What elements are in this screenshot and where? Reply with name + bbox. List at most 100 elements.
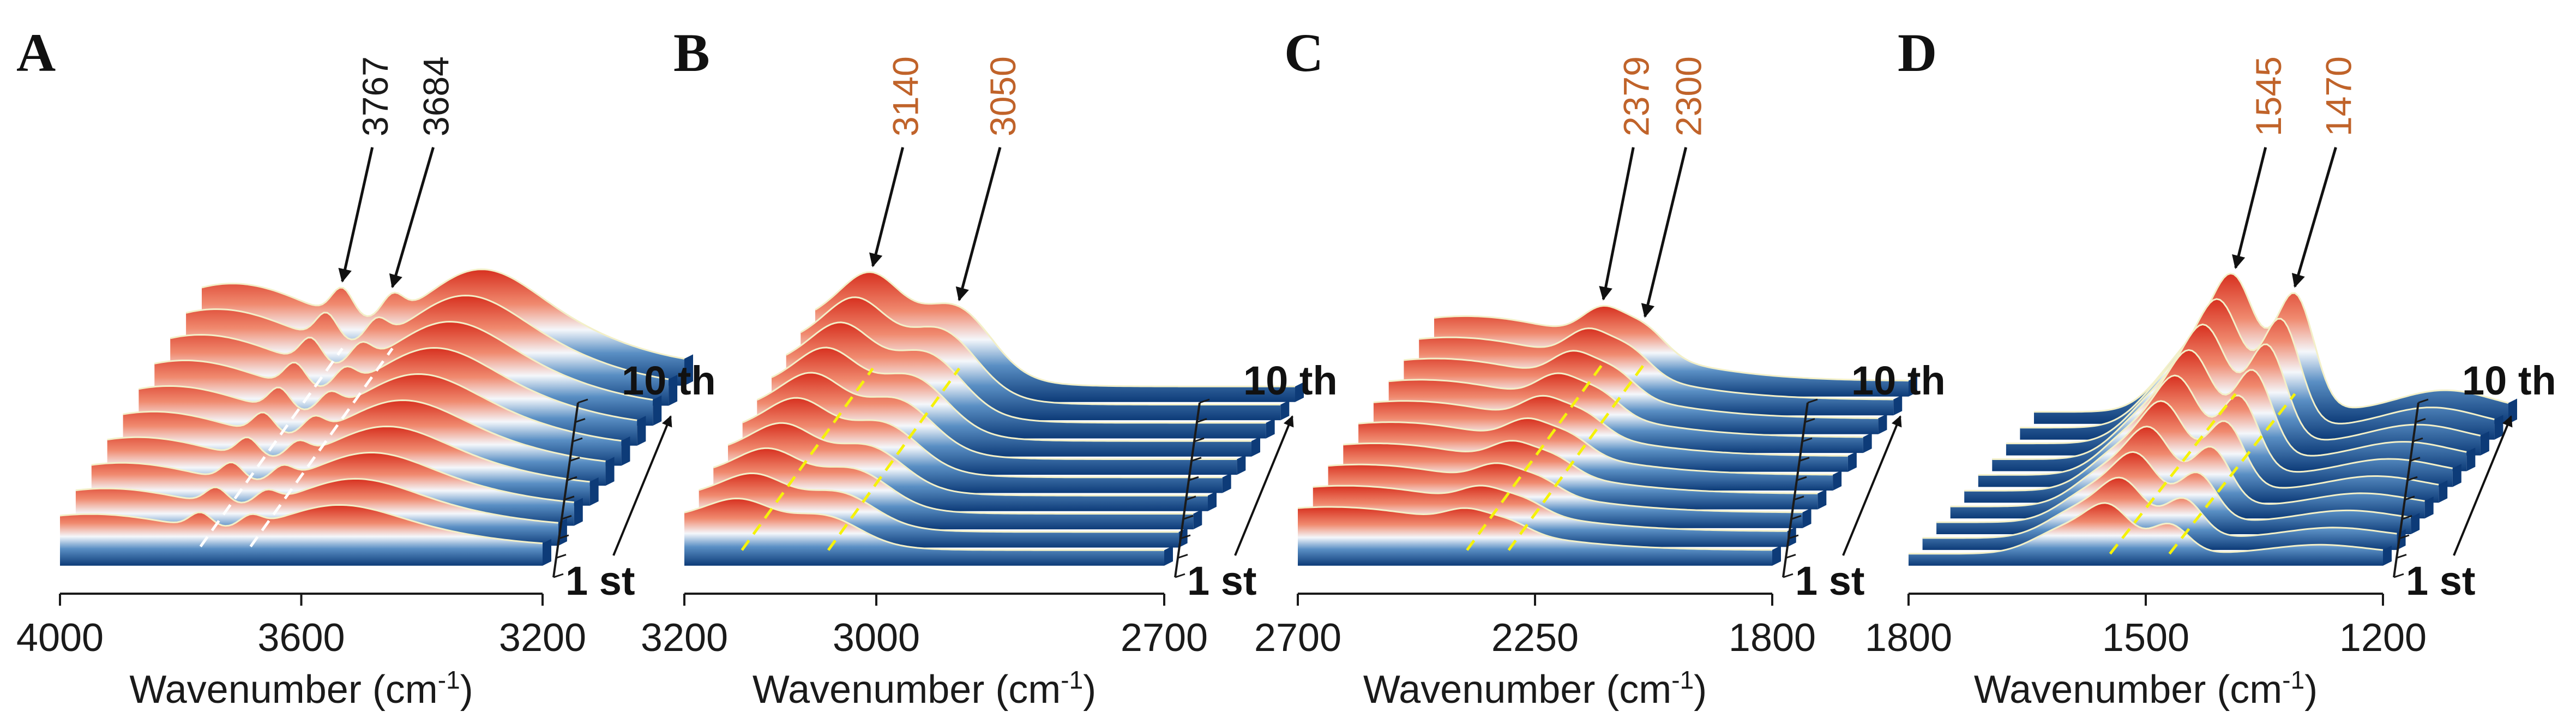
ribbon-side [1878, 414, 1887, 434]
ribbon-side [2494, 415, 2503, 440]
ribbon-side [1909, 376, 1917, 397]
x-tick-label: 3200 [499, 616, 586, 660]
spectrum-trace [1358, 417, 1833, 476]
ribbon-side [1266, 418, 1275, 439]
panel-letter: A [16, 22, 56, 83]
peak-arrow [338, 147, 374, 283]
spectrum-trace [800, 296, 1281, 405]
spectrum-trace [742, 397, 1223, 479]
x-tick-label: 2700 [1254, 616, 1341, 660]
spectrum-ribbon [1950, 426, 2425, 519]
spectrum-trace [1313, 485, 1787, 532]
scan-label-last: 10 th [622, 358, 716, 403]
x-tick-label: 2250 [1491, 616, 1579, 660]
x-axis-label: Wavenumber (cm-1) [129, 666, 473, 712]
peak-guide-line [2168, 393, 2296, 555]
spectrum-ribbon [684, 498, 1164, 566]
waterfall-ribbons [59, 268, 685, 566]
spectrum-trace [1419, 327, 1894, 401]
ribbon-side [1237, 455, 1246, 475]
ribbon-side [1863, 432, 1872, 453]
scan-tick [2399, 534, 2410, 540]
ribbon-side [1772, 545, 1781, 566]
peak-guide-line [249, 348, 394, 548]
scan-label-last: 10 th [1851, 358, 1946, 403]
spectrum-trace [815, 271, 1295, 387]
scan-tick [1183, 515, 1194, 520]
ribbon-side [2480, 431, 2489, 456]
peak-guide-lines [2109, 393, 2296, 555]
scan-tick [1194, 437, 1205, 443]
scan-tick [2415, 418, 2426, 423]
waterfall-ribbons [1909, 272, 2509, 566]
spectrum-ribbon [1909, 503, 2383, 566]
spectrum-trace [727, 422, 1208, 497]
ribbon-side [2439, 480, 2448, 503]
ribbon-side [1280, 400, 1290, 421]
x-axis [1907, 593, 2384, 606]
scan-tick [1802, 437, 1813, 443]
scan-label-last: 10 th [1243, 358, 1338, 403]
ribbon-side [2466, 447, 2476, 471]
panel-letter: C [1284, 22, 1323, 83]
ribbon-side [2424, 497, 2434, 519]
spectrum-trace [185, 295, 669, 380]
scan-tick [558, 534, 569, 540]
scan-tick [1196, 418, 1207, 423]
spectrum-trace [1297, 506, 1773, 551]
spectrum-trace [1936, 451, 2411, 523]
peak-arrow [2291, 147, 2337, 288]
x-tick-label: 3000 [833, 616, 920, 660]
waterfall-ribbons [684, 271, 1295, 566]
spectrum-trace [170, 320, 653, 401]
spectrum-trace [2020, 298, 2495, 429]
scan-order-axis [552, 398, 672, 578]
spectrum-trace [1992, 349, 2467, 460]
scan-tick [1180, 534, 1191, 540]
scan-label-first: 1 st [2406, 558, 2476, 604]
x-tick-labels: 3200 3000 2700 [641, 616, 1208, 660]
spectrum-trace [713, 447, 1194, 515]
scan-tick [575, 418, 586, 423]
spectrum-trace [1950, 426, 2425, 507]
peak-label: 3140 [886, 56, 926, 136]
scan-tick [564, 495, 575, 501]
peak-guide-line [741, 367, 874, 551]
ribbon-side [1193, 509, 1202, 530]
x-tick-label: 4000 [16, 616, 104, 660]
scan-label-last: 10 th [2462, 358, 2556, 403]
scan-label-first: 1 st [1795, 558, 1865, 604]
scan-axis-line [2393, 402, 2419, 578]
peak-label: 3767 [355, 56, 395, 136]
x-tick-label: 1800 [1729, 616, 1816, 660]
scan-tick [1185, 495, 1196, 501]
spectrum-trace [201, 268, 685, 360]
scan-order-axis [1782, 398, 1902, 578]
spectrum-trace [1978, 374, 2453, 476]
spectrum-trace [771, 346, 1251, 442]
ribbon-side [637, 416, 646, 446]
scan-direction-arrow [1842, 415, 1902, 556]
peak-guide-lines [199, 348, 394, 548]
peak-arrow [955, 147, 1002, 302]
peak-label: 1470 [2319, 56, 2359, 136]
ribbon-side [543, 539, 551, 566]
spectrum-trace [59, 504, 543, 545]
x-axis-label: Wavenumber (cm-1) [753, 666, 1096, 712]
scan-tick [577, 398, 588, 404]
x-tick-label: 1800 [1865, 616, 1952, 660]
spectrum-trace [699, 472, 1179, 533]
spectrum-trace [154, 346, 637, 421]
ribbon-side [1817, 489, 1827, 510]
x-tick-label: 3600 [257, 616, 345, 660]
spectrum-ribbon [1922, 477, 2397, 550]
ribbon-side [1847, 451, 1857, 472]
ribbon-side-face [543, 354, 693, 566]
ribbon-side [2411, 513, 2420, 535]
panel-a: A 4000 3600 3200 Wavenumber (cm-1) 3767 … [16, 22, 716, 712]
peak-label: 3684 [416, 56, 456, 136]
scan-tick [1177, 554, 1188, 559]
peak-arrow [389, 147, 435, 289]
scan-tick [2404, 495, 2415, 501]
